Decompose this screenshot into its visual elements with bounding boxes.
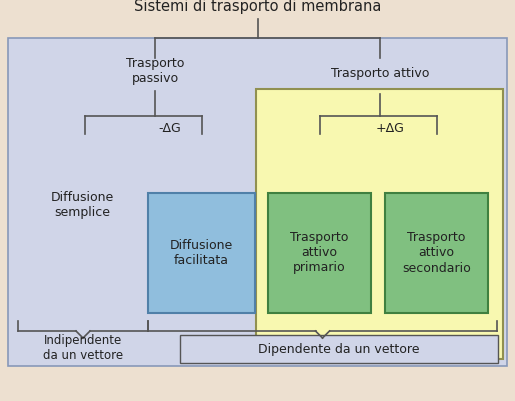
FancyBboxPatch shape: [256, 89, 503, 359]
Text: Trasporto attivo: Trasporto attivo: [331, 67, 429, 79]
Text: Diffusione
facilitata: Diffusione facilitata: [170, 239, 233, 267]
Text: Sistemi di trasporto di membrana: Sistemi di trasporto di membrana: [134, 0, 381, 14]
Text: Trasporto
attivo
secondario: Trasporto attivo secondario: [402, 231, 471, 275]
Text: -ΔG: -ΔG: [159, 122, 181, 136]
FancyBboxPatch shape: [148, 193, 255, 313]
FancyBboxPatch shape: [385, 193, 488, 313]
Text: Indipendente
da un vettore: Indipendente da un vettore: [43, 334, 123, 362]
FancyBboxPatch shape: [8, 38, 507, 366]
FancyBboxPatch shape: [268, 193, 371, 313]
Text: Trasporto
attivo
primario: Trasporto attivo primario: [290, 231, 349, 275]
Text: +ΔG: +ΔG: [375, 122, 404, 136]
Text: Trasporto
passivo: Trasporto passivo: [126, 57, 184, 85]
Text: Diffusione
semplice: Diffusione semplice: [50, 191, 114, 219]
FancyBboxPatch shape: [180, 335, 498, 363]
Text: Dipendente da un vettore: Dipendente da un vettore: [258, 342, 420, 356]
